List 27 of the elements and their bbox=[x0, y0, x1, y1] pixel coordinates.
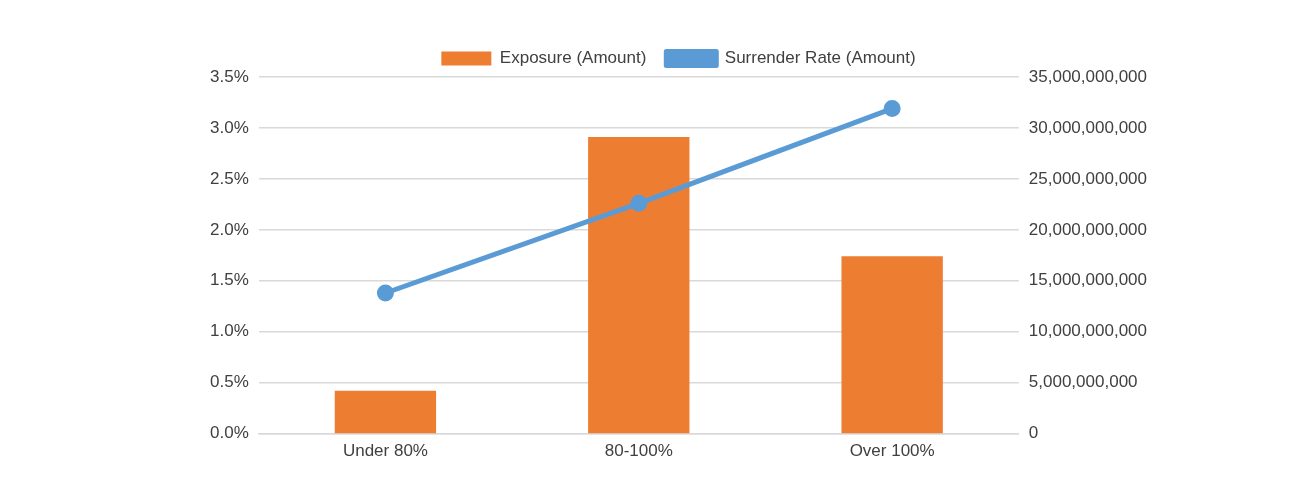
y-tick-label: 0.5% bbox=[210, 372, 249, 392]
point bbox=[883, 100, 901, 118]
x-tick-label: Over 100% bbox=[849, 441, 935, 461]
legend-label: Exposure (Amount) bbox=[499, 48, 647, 68]
y-tick-label: 2.5% bbox=[210, 168, 249, 188]
y2-tick-label: 25,000,000,000 bbox=[1028, 168, 1147, 188]
bar bbox=[334, 390, 437, 434]
y-tick-label: 2.0% bbox=[210, 219, 249, 239]
y-tick-label: 1.0% bbox=[210, 321, 249, 341]
y-tick-label: 0.0% bbox=[210, 423, 249, 443]
y2-tick-label: 20,000,000,000 bbox=[1028, 219, 1147, 239]
y-tick-label: 3.0% bbox=[210, 117, 249, 137]
y2-tick-label: 15,000,000,000 bbox=[1028, 270, 1147, 290]
legend-label: Surrender Rate (Amount) bbox=[724, 48, 916, 68]
point bbox=[376, 284, 394, 302]
y-tick-label: 3.5% bbox=[210, 66, 249, 86]
x-tick-label: 80-100% bbox=[604, 441, 673, 461]
y2-tick-label: 5,000,000,000 bbox=[1028, 372, 1138, 392]
y2-tick-label: 10,000,000,000 bbox=[1028, 321, 1147, 341]
x-tick-label: Under 80% bbox=[342, 441, 428, 461]
y2-tick-label: 30,000,000,000 bbox=[1028, 117, 1147, 137]
y-tick-label: 1.5% bbox=[210, 270, 249, 290]
bar bbox=[841, 256, 943, 434]
y2-tick-label: 35,000,000,000 bbox=[1028, 66, 1147, 86]
bar bbox=[588, 137, 690, 434]
point bbox=[630, 194, 648, 212]
y2-tick-label: 0 bbox=[1028, 423, 1039, 443]
